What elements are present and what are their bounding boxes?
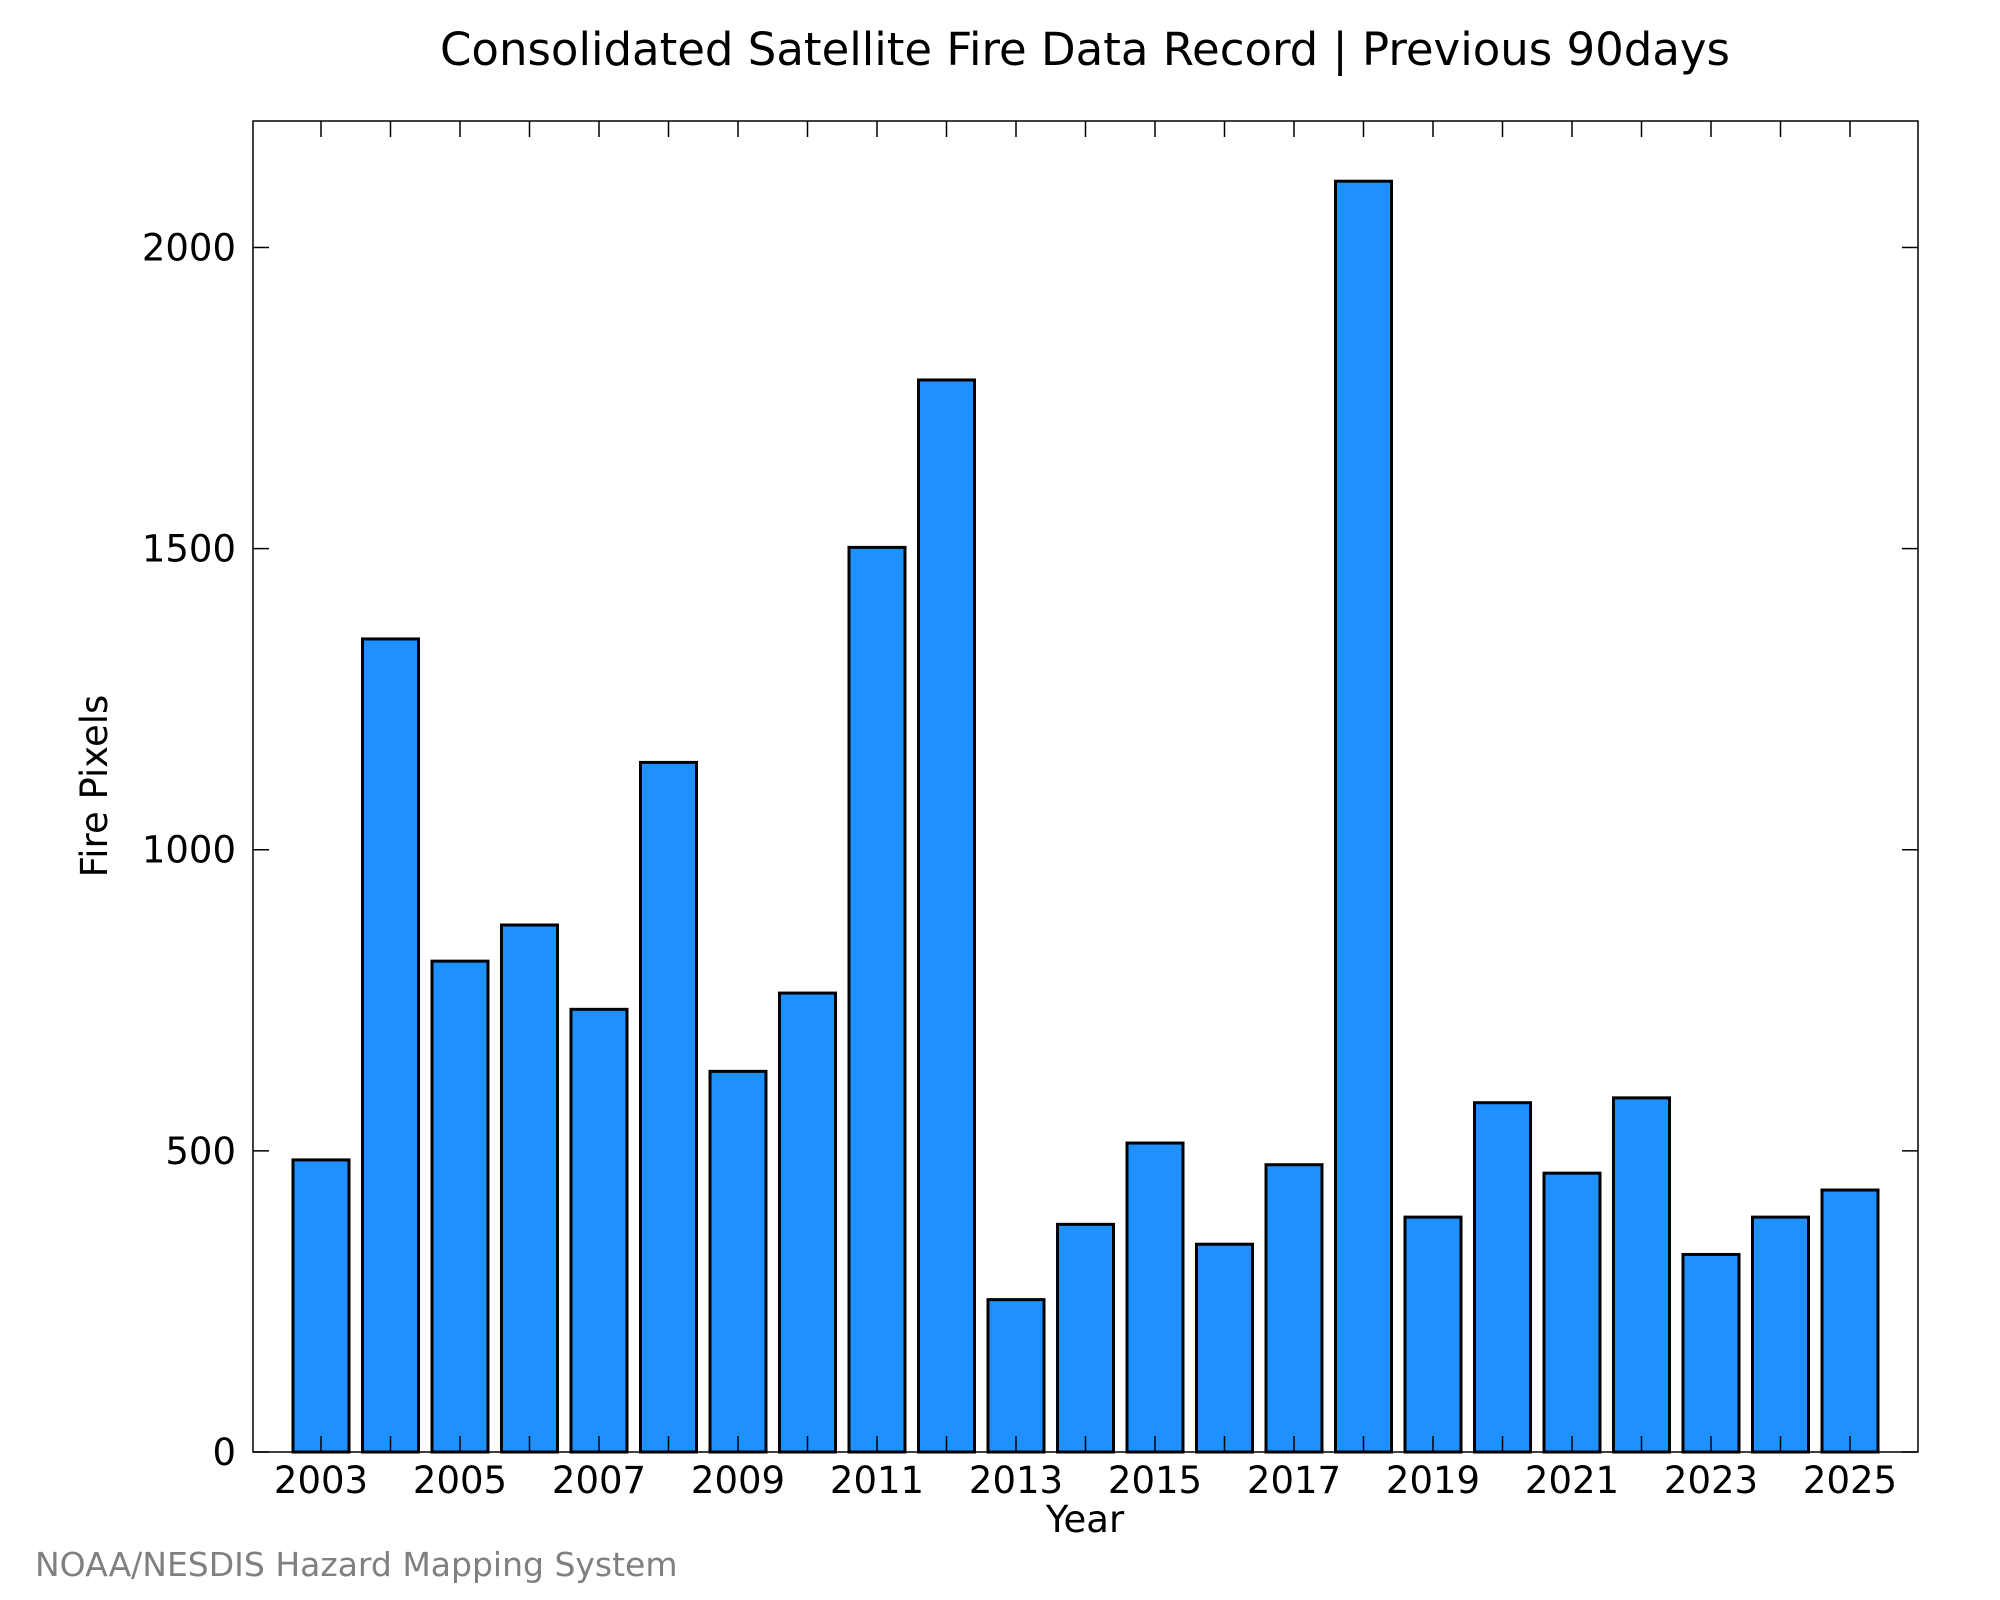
x-tick-label: 2007 [552, 1459, 646, 1502]
bar-2019 [1403, 1215, 1463, 1454]
bars-layer [291, 179, 1880, 1454]
bar-2021 [1542, 1171, 1602, 1454]
bar-2023 [1681, 1252, 1741, 1454]
bar-2003 [291, 1158, 351, 1454]
y-tick-label: 1000 [142, 829, 236, 872]
bar-2006 [500, 923, 559, 1454]
y-axis: 0 500 1000 1500 2000 [142, 226, 1918, 1474]
x-axis: 2003 2005 2007 2009 2011 2013 2015 2017 2019 2021… [274, 121, 1897, 1502]
bar-2025 [1820, 1188, 1880, 1454]
bar-2013 [986, 1298, 1046, 1454]
y-tick-label: 0 [212, 1431, 236, 1474]
bar-2005 [430, 959, 490, 1454]
bar-2010 [778, 991, 837, 1454]
y-axis-label: Fire Pixels [73, 695, 116, 878]
x-tick-label: 2015 [1108, 1459, 1202, 1502]
x-tick-label: 2005 [413, 1459, 507, 1502]
chart-title: Consolidated Satellite Fire Data Record … [440, 23, 1730, 76]
x-tick-label: 2003 [274, 1459, 368, 1502]
bar-2015 [1125, 1141, 1185, 1454]
x-tick-label: 2021 [1525, 1459, 1619, 1502]
bar-2014 [1056, 1222, 1115, 1454]
bar-2011 [847, 545, 907, 1454]
x-axis-label: Year [1045, 1498, 1125, 1541]
x-tick-label: 2009 [691, 1459, 785, 1502]
bar-2020 [1473, 1101, 1532, 1454]
y-tick-label: 500 [165, 1130, 236, 1173]
x-tick-label: 2017 [1247, 1459, 1341, 1502]
x-tick-label: 2019 [1386, 1459, 1480, 1502]
bar-2022 [1612, 1096, 1671, 1454]
y-tick-label: 1500 [142, 528, 236, 571]
bar-2012 [917, 378, 976, 1454]
x-tick-label: 2013 [969, 1459, 1063, 1502]
x-tick-label: 2011 [830, 1459, 924, 1502]
bar-2008 [639, 760, 698, 1454]
bar-2016 [1195, 1242, 1254, 1454]
bar-2007 [569, 1007, 629, 1454]
bar-2009 [708, 1069, 768, 1454]
bar-2004 [361, 637, 420, 1454]
bar-2017 [1264, 1163, 1324, 1454]
y-tick-label: 2000 [142, 226, 236, 269]
bar-2018 [1334, 179, 1393, 1454]
bar-2024 [1751, 1215, 1810, 1454]
x-tick-label: 2025 [1803, 1459, 1897, 1502]
x-tick-label: 2023 [1664, 1459, 1758, 1502]
source-credit: NOAA/NESDIS Hazard Mapping System [35, 1545, 678, 1584]
